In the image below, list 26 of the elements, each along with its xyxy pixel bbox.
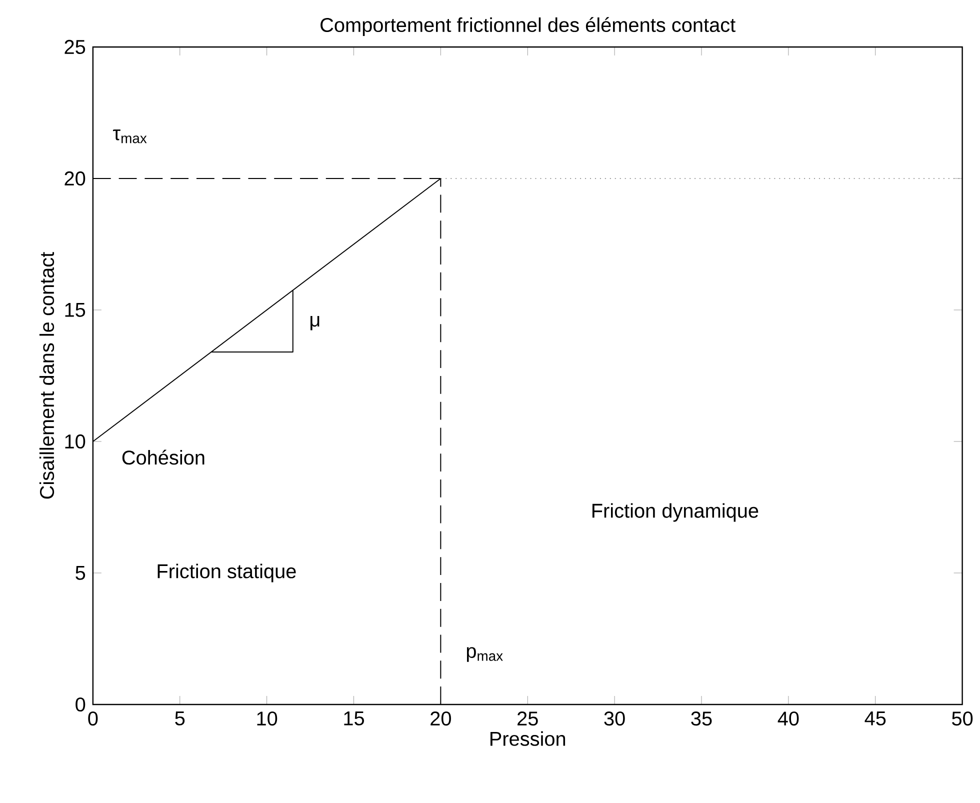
annotation: Cohésion xyxy=(122,450,204,464)
x-tick-label: 5 xyxy=(175,711,185,726)
x-tick-label: 40 xyxy=(778,711,799,726)
x-tick-label: 20 xyxy=(430,711,451,726)
y-tick-label: 25 xyxy=(64,40,86,54)
y-tick-label: 20 xyxy=(64,171,86,186)
annotation: μ xyxy=(310,316,320,330)
y-tick-label: 10 xyxy=(65,434,86,448)
annotation: τ$_{max}$ xyxy=(112,129,147,143)
x-tick-label: 0 xyxy=(88,711,98,726)
y-tick-label: 5 xyxy=(76,566,86,580)
annotation: Friction statique xyxy=(158,563,296,582)
y-axis-title: Cisaillement dans le contact xyxy=(39,252,54,498)
x-tick-label: 25 xyxy=(518,711,538,726)
x-tick-label: 30 xyxy=(604,711,625,726)
x-tick-label: 50 xyxy=(952,711,973,726)
x-tick-label: 10 xyxy=(257,711,278,726)
x-axis-title: Pression xyxy=(490,731,566,746)
annotation: Friction dynamique xyxy=(592,503,758,522)
x-tick-label: 45 xyxy=(864,711,886,726)
annotation: p$_{max}$ xyxy=(466,646,503,662)
y-tick-label: 0 xyxy=(76,697,86,712)
y-tick-label: 15 xyxy=(65,302,86,317)
chart-title: Comportement frictionnel des éléments contact xyxy=(320,16,736,36)
x-tick-label: 15 xyxy=(344,711,364,726)
x-tick-label: 35 xyxy=(691,711,712,726)
